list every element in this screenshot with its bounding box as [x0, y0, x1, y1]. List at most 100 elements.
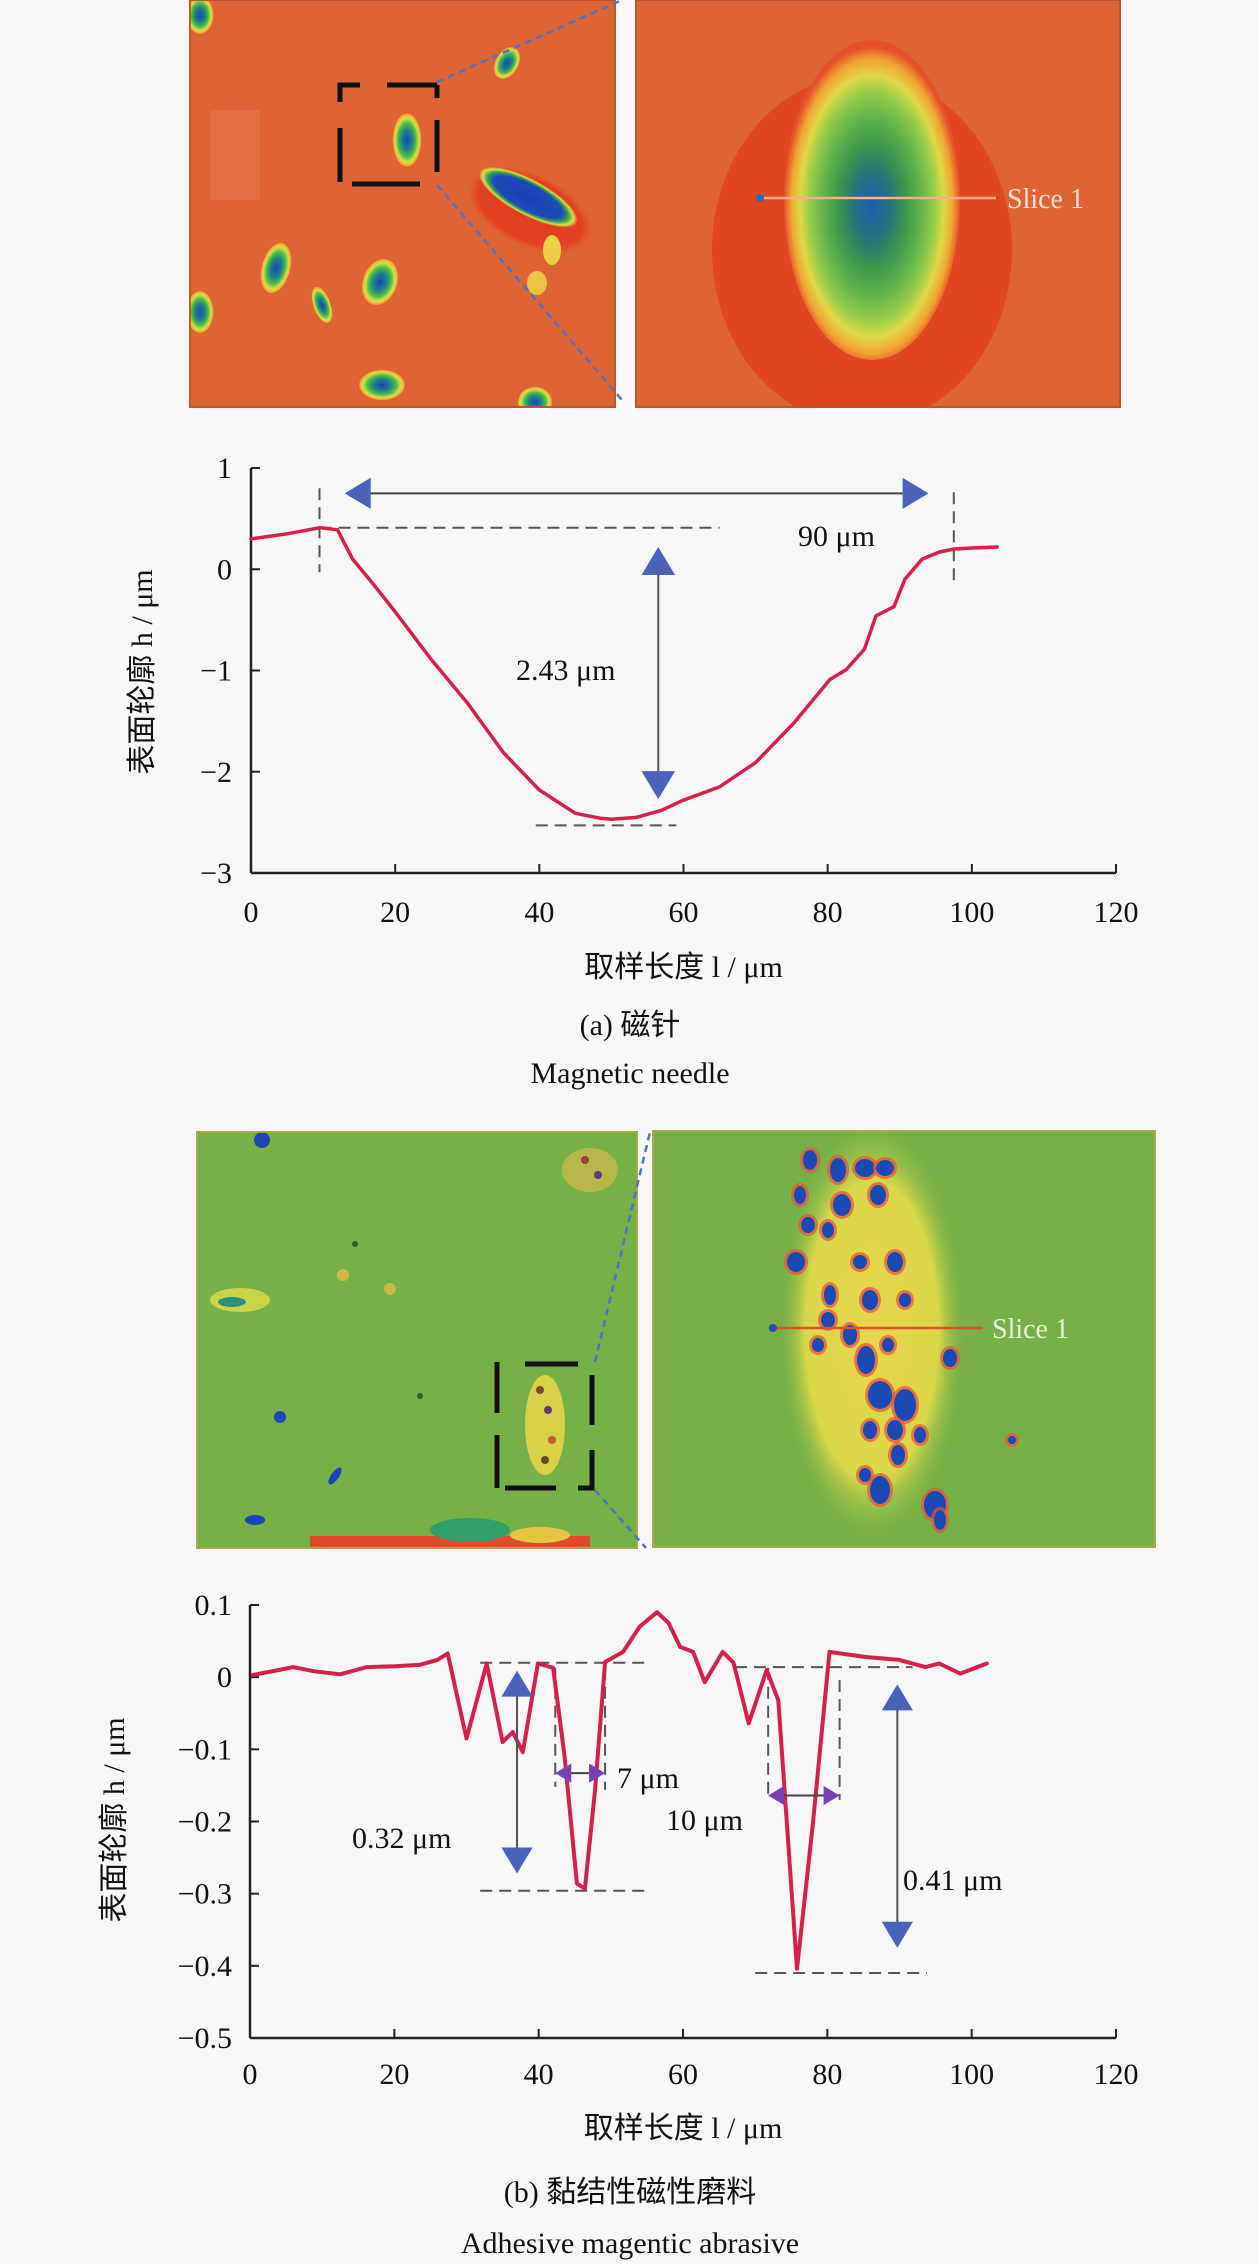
profile-point — [959, 1672, 961, 1675]
y-tick-label: −0.4 — [178, 1950, 232, 1983]
afm-image-b-detail-frame — [652, 1130, 1156, 1548]
x-tick-label: 80 — [813, 896, 843, 929]
afm-image-a-detail — [636, 0, 1120, 407]
particle — [887, 1252, 903, 1272]
depth-arrow-head-down — [501, 1847, 533, 1874]
particle — [833, 1194, 851, 1216]
particle — [830, 1158, 846, 1182]
width-arrow-head-right — [823, 1785, 840, 1806]
x-tick-label: 80 — [812, 2058, 842, 2091]
particle — [859, 1468, 871, 1482]
particle — [870, 1476, 890, 1504]
profile-point — [656, 1611, 658, 1613]
profile-point — [679, 1646, 681, 1648]
profile-point — [953, 548, 956, 550]
x-tick-label: 40 — [524, 896, 554, 929]
profile-point — [574, 812, 577, 815]
profile-point — [635, 816, 638, 819]
slice-label-a: Slice 1 — [1007, 184, 1084, 215]
particle — [882, 1338, 894, 1352]
depth-arrow-head-up — [501, 1670, 533, 1697]
width-arrow-head-right — [589, 1763, 606, 1783]
profile-point — [501, 1741, 504, 1743]
afm-image-b-overview — [197, 1132, 637, 1548]
profile-point — [898, 1659, 900, 1661]
profile-point — [446, 1652, 449, 1655]
profile-point — [682, 799, 685, 801]
particle — [934, 1510, 946, 1530]
caption-a-en: Magnetic needle — [530, 1057, 729, 1090]
x-axis-title: 取样长度 l / μm — [584, 2112, 783, 2145]
profile-point — [372, 583, 375, 586]
profile-point — [522, 1751, 524, 1753]
profile-point — [721, 1651, 724, 1653]
width-arrow-head-right — [902, 477, 929, 509]
profile-point — [336, 529, 339, 531]
profile-point — [703, 1681, 706, 1683]
particle — [801, 1217, 815, 1233]
profile-point — [465, 1737, 468, 1740]
profile-point — [904, 578, 906, 581]
x-tick-label: 40 — [524, 2058, 554, 2091]
afm-image-b-overview-frame — [196, 1131, 638, 1549]
profile-point — [796, 1967, 798, 1970]
particle — [887, 1420, 903, 1440]
zoom-connector-a — [436, 0, 623, 401]
profile-point — [924, 1666, 927, 1668]
profile-point — [538, 789, 541, 791]
particle — [853, 1255, 867, 1269]
profile-point — [661, 809, 663, 811]
profile-point — [314, 1670, 316, 1673]
y-axis-title: 表面轮廓 h / μm — [98, 1717, 131, 1922]
particle — [914, 1427, 926, 1443]
profile-point — [692, 1651, 694, 1653]
profile-point — [537, 1662, 539, 1665]
y-tick-label: 0 — [217, 1661, 232, 1694]
particle — [821, 1312, 835, 1328]
x-tick-label: 60 — [669, 896, 699, 929]
y-tick-label: −0.5 — [178, 2022, 232, 2055]
profile-point — [754, 761, 757, 764]
profile-point — [430, 658, 433, 661]
particle — [868, 1381, 892, 1409]
afm-image-a-overview-frame — [189, 0, 616, 408]
particle — [943, 1349, 957, 1367]
chart-b: 0 20 40 60 80 100 120 0.1 0 −0.1 −0.2 −0.3 −0.4 −0.5 取… — [98, 1589, 1139, 2145]
depth-arrow-head-down — [641, 771, 676, 800]
x-tick-label: 100 — [949, 896, 994, 929]
profile-point — [511, 1731, 514, 1733]
afm-image-a-overview — [190, 0, 615, 407]
x-tick-label: 20 — [380, 896, 410, 929]
particle — [812, 1338, 824, 1352]
y-tick-label: −1 — [200, 655, 232, 688]
profile-point — [828, 1651, 831, 1653]
width-arrow-head-left — [344, 477, 371, 509]
profile-point — [604, 1661, 606, 1663]
profile-point — [485, 1662, 488, 1665]
profile-point — [351, 558, 354, 560]
caption-b-en: Adhesive magentic abrasive — [461, 2227, 799, 2260]
profile-point — [863, 648, 866, 650]
particle — [794, 1186, 806, 1204]
profile-point — [319, 526, 322, 529]
particle — [894, 1389, 916, 1421]
profile-point — [622, 1651, 624, 1653]
profile-point — [793, 722, 795, 724]
profile-point — [599, 817, 602, 820]
profile-point — [812, 1822, 814, 1825]
profile-point — [584, 1887, 586, 1890]
profile-point — [252, 1674, 254, 1676]
particle — [863, 1421, 877, 1439]
profile-point — [366, 1666, 368, 1668]
particle — [824, 1285, 836, 1305]
profile-point — [394, 611, 397, 613]
profile-point — [552, 1667, 554, 1669]
zoom-connector-b — [593, 1131, 652, 1549]
width-arrow-head-left — [555, 1763, 572, 1783]
x-tick-label: 0 — [243, 2058, 258, 2091]
caption-b-cn: (b) 黏结性磁性磨料 — [504, 2176, 756, 2209]
particle — [855, 1159, 875, 1177]
x-tick-label: 0 — [244, 896, 259, 929]
profile-point — [250, 538, 252, 540]
particle — [857, 1346, 875, 1374]
